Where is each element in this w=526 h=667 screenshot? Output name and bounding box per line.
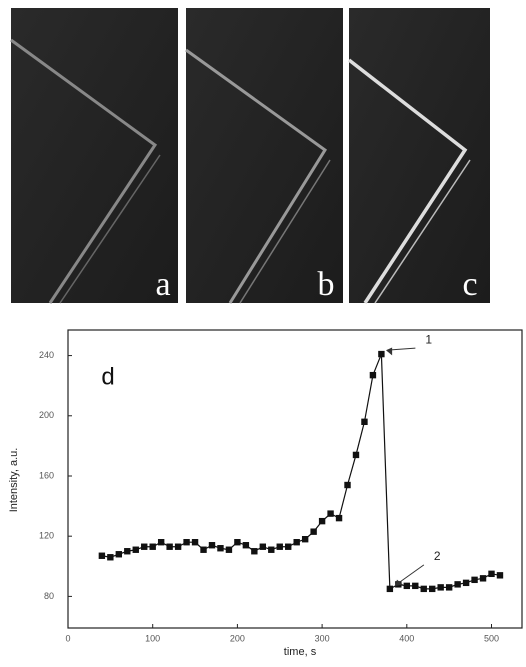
data-point: [378, 350, 385, 358]
x-tick-label: 100: [145, 633, 160, 643]
data-point: [149, 543, 156, 550]
y-tick-label: 120: [39, 531, 54, 541]
data-point: [471, 576, 478, 584]
x-tick-label: 400: [399, 633, 414, 643]
data-point: [200, 546, 207, 553]
y-axis-label: Intensity, a.u.: [8, 448, 20, 513]
data-point: [310, 528, 317, 535]
data-point: [496, 572, 504, 579]
arrow-head: [395, 579, 403, 587]
data-point: [420, 585, 427, 593]
data-point: [437, 584, 444, 591]
arrow-head: [385, 347, 393, 356]
data-point: [132, 546, 139, 553]
panel-label: c: [462, 266, 477, 303]
data-point: [479, 575, 487, 582]
data-point: [412, 582, 419, 590]
data-point: [445, 584, 453, 591]
data-point: [276, 543, 283, 550]
data-point: [242, 542, 250, 549]
data-point: [115, 551, 123, 558]
data-point: [107, 554, 114, 561]
data-point: [369, 371, 377, 379]
data-point: [318, 517, 326, 525]
data-point: [174, 543, 182, 550]
data-point: [335, 514, 343, 522]
data-point: [259, 543, 267, 550]
data-point: [488, 570, 495, 578]
data-point: [208, 542, 216, 549]
data-point: [462, 579, 470, 587]
y-tick-label: 240: [39, 350, 54, 360]
data-point: [361, 418, 368, 426]
panel-label: b: [318, 266, 335, 303]
data-point: [268, 546, 275, 553]
data-point: [301, 536, 309, 543]
x-tick-label: 500: [484, 633, 499, 643]
data-point: [285, 543, 292, 550]
x-tick-label: 200: [230, 633, 245, 643]
data-point: [327, 510, 334, 517]
data-point: [251, 548, 258, 555]
data-point: [352, 451, 360, 459]
data-point: [234, 539, 241, 546]
data-point: [454, 581, 461, 588]
x-axis-label: time, s: [284, 646, 317, 658]
data-point: [403, 582, 411, 590]
data-point: [183, 539, 190, 546]
data-point: [124, 548, 131, 555]
data-point: [217, 545, 224, 552]
y-tick-label: 80: [44, 591, 54, 601]
data-point: [293, 539, 300, 546]
panel-label: a: [155, 266, 170, 303]
annotation-label: 1: [425, 332, 432, 346]
data-point: [157, 539, 165, 546]
data-point: [344, 481, 351, 489]
data-point: [386, 585, 394, 593]
data-point: [191, 539, 199, 546]
plot-frame: [67, 329, 523, 629]
image-a: [10, 8, 178, 304]
x-tick-label: 0: [65, 633, 70, 643]
y-tick-label: 200: [39, 410, 54, 420]
chart-label: d: [101, 363, 114, 390]
data-point: [429, 585, 436, 593]
data-point: [225, 546, 233, 553]
annotation-label: 2: [434, 549, 441, 563]
annotation-arrow: [395, 564, 425, 586]
y-tick-label: 160: [39, 470, 54, 480]
image-c: [347, 8, 490, 304]
image-b: [185, 8, 343, 304]
data-point: [141, 543, 148, 550]
data-point: [166, 543, 173, 550]
x-tick-label: 300: [315, 633, 330, 643]
data-point: [98, 552, 106, 559]
